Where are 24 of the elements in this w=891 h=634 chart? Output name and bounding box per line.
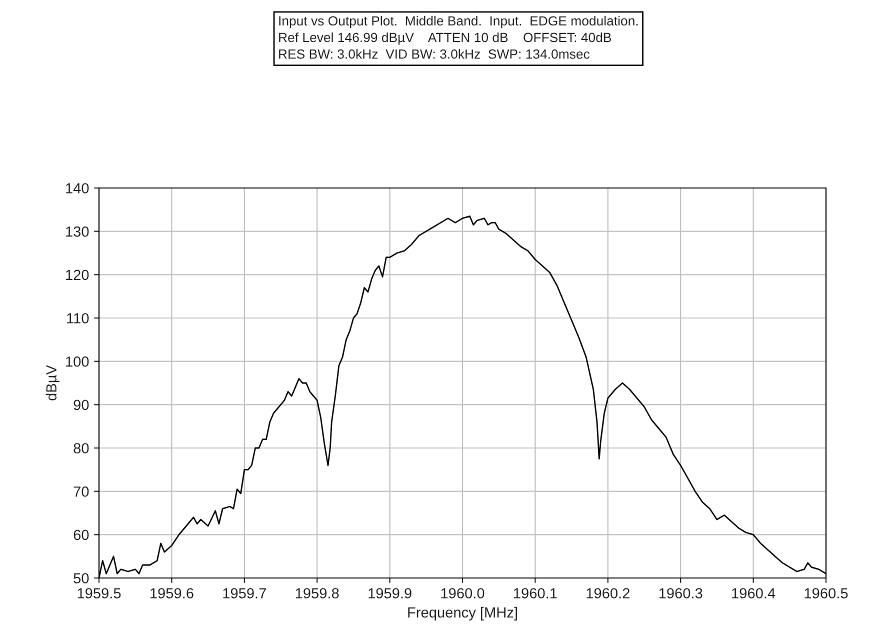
y-tick-label: 80 [74, 443, 89, 454]
y-tick-label: 100 [66, 356, 89, 367]
x-tick-label: 1960.1 [514, 588, 557, 598]
y-tick-label: 70 [74, 486, 89, 497]
x-tick-label: 1960.5 [804, 588, 848, 598]
x-tick-label: 1959.8 [296, 588, 339, 598]
y-tick-label: 50 [74, 573, 89, 584]
y-tick-label: 110 [67, 313, 89, 324]
y-tick-label: 120 [66, 270, 89, 280]
x-tick-label: 1959.5 [78, 588, 121, 598]
y-tick-label: 60 [74, 530, 89, 540]
x-tick-label: 1959.7 [223, 588, 266, 598]
x-tick-label: 1960.3 [659, 588, 702, 598]
y-axis-title: dBµV [46, 365, 60, 400]
y-tick-label: 140 [66, 183, 89, 194]
x-tick-label: 1960.4 [732, 588, 776, 598]
y-tick-label: 90 [74, 400, 89, 410]
x-tick-label: 1960.2 [586, 588, 630, 598]
x-tick-label: 1959.6 [150, 588, 194, 598]
chart-title: Input vs Output Plot. Middle Band. Input. EDGE modulation. Ref Level 146.99 dBµV ATTEN 10 dB OFFSET: 40dB RES BW: 3.0kHz VID BW: 3.0kHz SWP: 134.0msec [279, 16, 638, 59]
y-tick-label: 130 [66, 226, 89, 237]
x-tick-label: 1960.0 [441, 588, 484, 598]
x-axis-title: Frequency [MHz] [408, 606, 517, 620]
x-tick-label: 1959.9 [368, 588, 412, 598]
